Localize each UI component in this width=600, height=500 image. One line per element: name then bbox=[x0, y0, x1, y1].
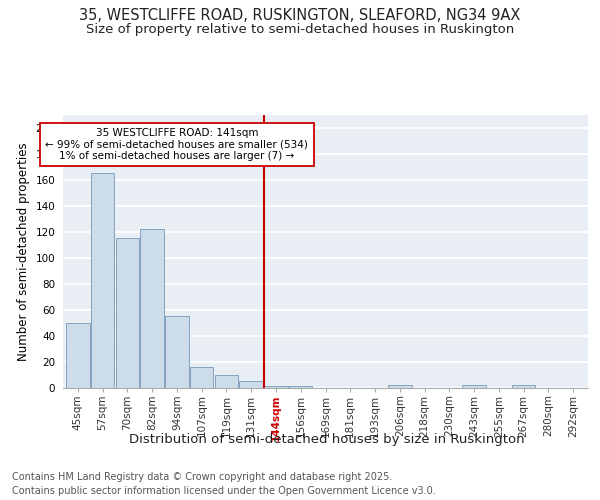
Text: 35, WESTCLIFFE ROAD, RUSKINGTON, SLEAFORD, NG34 9AX: 35, WESTCLIFFE ROAD, RUSKINGTON, SLEAFOR… bbox=[79, 8, 521, 22]
Bar bbox=[91, 174, 115, 388]
Text: Contains HM Land Registry data © Crown copyright and database right 2025.: Contains HM Land Registry data © Crown c… bbox=[12, 472, 392, 482]
Bar bbox=[512, 385, 535, 388]
Bar bbox=[239, 381, 263, 388]
Bar bbox=[388, 385, 412, 388]
Bar bbox=[116, 238, 139, 388]
Text: Size of property relative to semi-detached houses in Ruskington: Size of property relative to semi-detach… bbox=[86, 22, 514, 36]
Bar bbox=[289, 386, 313, 388]
Bar bbox=[463, 385, 486, 388]
Text: 35 WESTCLIFFE ROAD: 141sqm
← 99% of semi-detached houses are smaller (534)
1% of: 35 WESTCLIFFE ROAD: 141sqm ← 99% of semi… bbox=[46, 128, 308, 161]
Bar bbox=[66, 322, 89, 388]
Bar bbox=[165, 316, 188, 388]
Bar bbox=[264, 386, 288, 388]
Y-axis label: Number of semi-detached properties: Number of semi-detached properties bbox=[17, 142, 30, 360]
Bar bbox=[215, 374, 238, 388]
Bar bbox=[190, 366, 214, 388]
Bar bbox=[140, 229, 164, 388]
Text: Distribution of semi-detached houses by size in Ruskington: Distribution of semi-detached houses by … bbox=[129, 432, 525, 446]
Text: Contains public sector information licensed under the Open Government Licence v3: Contains public sector information licen… bbox=[12, 486, 436, 496]
